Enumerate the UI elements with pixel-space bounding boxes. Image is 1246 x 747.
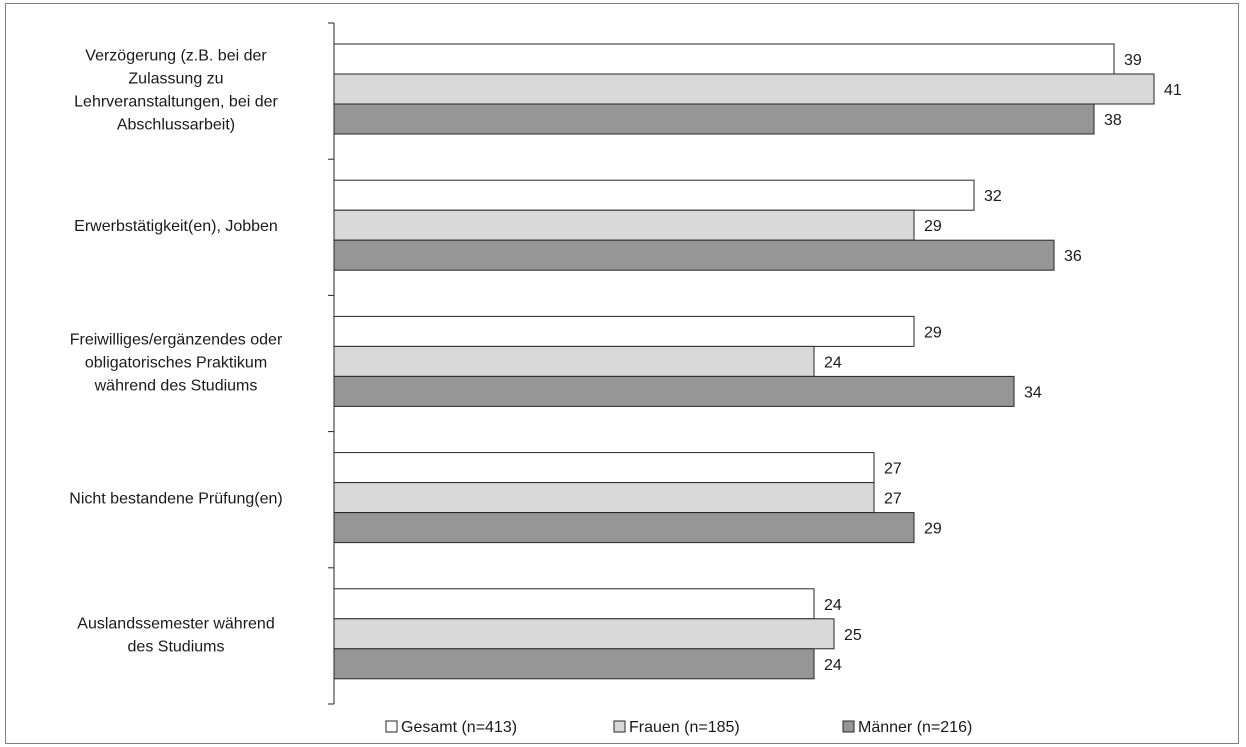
data-label: 41 xyxy=(1164,82,1182,99)
legend-swatch xyxy=(613,720,626,733)
data-label: 34 xyxy=(1024,384,1042,401)
data-label: 29 xyxy=(924,324,942,341)
category-label-line: Lehrveranstaltungen, bei der xyxy=(74,94,278,111)
bar xyxy=(333,512,915,544)
data-label: 24 xyxy=(824,657,842,674)
bar xyxy=(333,73,1155,105)
data-label: 36 xyxy=(1064,248,1082,265)
data-label: 27 xyxy=(884,461,902,478)
bar xyxy=(333,239,1055,271)
legend-label: Gesamt (n=413) xyxy=(401,719,517,736)
bars xyxy=(333,43,1155,680)
bar xyxy=(333,103,1095,135)
category-label: Auslandssemester während des Studiums xyxy=(77,615,274,655)
category-label-line: Freiwilliges/ergänzendes oder xyxy=(70,331,283,348)
category-label: Nicht bestandene Prüfung(en) xyxy=(69,491,282,508)
category-label: Freiwilliges/ergänzendes oder obligatoris… xyxy=(70,331,283,394)
bar xyxy=(333,618,835,650)
category-label-line: während des Studiums xyxy=(94,377,258,394)
bar xyxy=(333,315,915,347)
category-labels: Verzögerung (z.B. bei der Zulassung zu Leh… xyxy=(69,48,283,656)
category-axis xyxy=(328,22,335,705)
category-label-line: Verzögerung (z.B. bei der xyxy=(85,48,267,65)
category-label-line: Erwerbstätigkeit(en), Jobben xyxy=(74,218,278,235)
data-label: 29 xyxy=(924,521,942,538)
legend-swatch xyxy=(842,720,855,733)
legend-label: Männer (n=216) xyxy=(858,719,972,736)
data-label: 39 xyxy=(1124,52,1142,69)
category-label-line: Auslandssemester während xyxy=(77,615,274,632)
category-label-line: Zulassung zu xyxy=(128,71,223,88)
category-label-line: obligatorisches Praktikum xyxy=(85,354,267,371)
bar xyxy=(333,452,875,484)
category-label: Erwerbstätigkeit(en), Jobben xyxy=(74,218,278,235)
data-label: 24 xyxy=(824,597,842,614)
data-label: 25 xyxy=(844,627,862,644)
bar xyxy=(333,588,815,620)
bar xyxy=(333,482,875,514)
bar xyxy=(333,43,1115,75)
legend-swatch xyxy=(385,720,398,733)
bar xyxy=(333,209,915,241)
bar xyxy=(333,179,975,211)
data-label: 32 xyxy=(984,188,1002,205)
data-label: 24 xyxy=(824,354,842,371)
category-label-line: des Studiums xyxy=(128,638,225,655)
category-label-line: Abschlussarbeit) xyxy=(117,117,235,134)
data-label: 38 xyxy=(1104,112,1122,129)
bar xyxy=(333,648,815,680)
category-label-line: Nicht bestandene Prüfung(en) xyxy=(69,491,282,508)
legend: Gesamt (n=413) Frauen (n=185) Männer (n=21… xyxy=(385,719,972,736)
bar xyxy=(333,375,1015,407)
category-label: Verzögerung (z.B. bei der Zulassung zu Leh… xyxy=(74,48,278,134)
data-label: 29 xyxy=(924,218,942,235)
data-label: 27 xyxy=(884,491,902,508)
bar xyxy=(333,345,815,377)
legend-label: Frauen (n=185) xyxy=(629,719,740,736)
